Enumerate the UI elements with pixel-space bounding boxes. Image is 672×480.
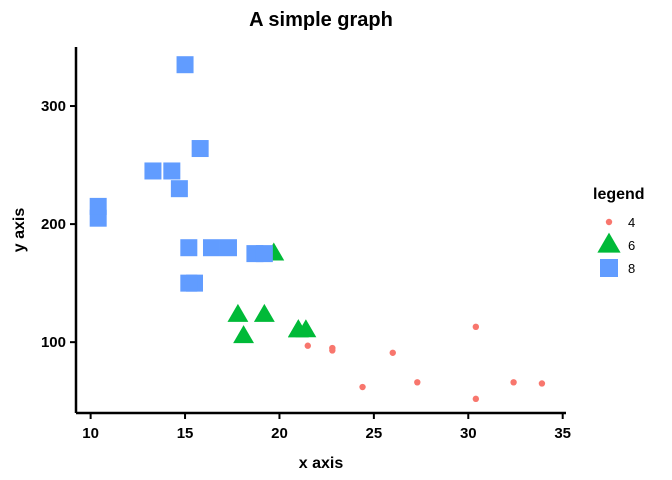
data-point-square (202, 239, 220, 257)
data-point-square (176, 56, 194, 74)
data-point-circle (304, 342, 311, 349)
legend-label: 8 (628, 261, 635, 276)
data-point-square (219, 239, 237, 257)
data-point-square (180, 274, 198, 292)
x-tick-label: 10 (82, 425, 99, 442)
data-point-circle (472, 395, 480, 403)
y-tick-label: 100 (41, 334, 66, 351)
x-axis-ticks: 10 15 20 25 30 35 (82, 413, 571, 442)
x-tick-label: 20 (271, 425, 288, 442)
data-point-circle (359, 383, 366, 391)
data-point-square (255, 245, 273, 263)
y-axis-ticks: 100 200 300 (41, 98, 76, 351)
data-point-square (170, 180, 188, 198)
y-tick-label: 300 (41, 98, 66, 115)
legend-title: legend (593, 186, 645, 203)
legend-label: 6 (628, 238, 635, 253)
y-axis-label: y axis (11, 208, 28, 253)
legend: legend 4 6 8 (593, 186, 645, 277)
legend-item: 8 (600, 259, 635, 277)
data-point-circle (329, 344, 336, 352)
data-point-square (163, 162, 181, 180)
x-tick-label: 15 (177, 425, 194, 442)
chart-title: A simple graph (249, 9, 393, 31)
data-point-circle (510, 379, 517, 386)
legend-key-square (600, 259, 618, 277)
x-axis-label: x axis (299, 455, 344, 472)
x-tick-label: 35 (554, 425, 571, 442)
data-point-triangle (233, 325, 255, 344)
data-point-square (144, 162, 162, 180)
legend-label: 4 (628, 215, 635, 230)
data-point-triangle (253, 303, 275, 322)
data-point-circle (538, 380, 546, 387)
legend-item: 6 (597, 232, 635, 253)
data-point-circle (389, 349, 396, 356)
data-point-square (180, 239, 198, 257)
data-point-circle (414, 379, 421, 386)
legend-item: 4 (605, 215, 635, 230)
plot-area (89, 56, 546, 403)
legend-key-triangle (597, 232, 621, 253)
x-tick-label: 30 (460, 425, 477, 442)
data-point-circle (472, 323, 480, 331)
data-point-square (191, 140, 209, 158)
x-tick-label: 25 (366, 425, 383, 442)
y-tick-label: 200 (41, 216, 66, 233)
data-point-triangle (295, 319, 317, 338)
data-point-square (89, 197, 107, 215)
legend-key-circle (605, 218, 613, 226)
data-point-triangle (227, 303, 249, 322)
